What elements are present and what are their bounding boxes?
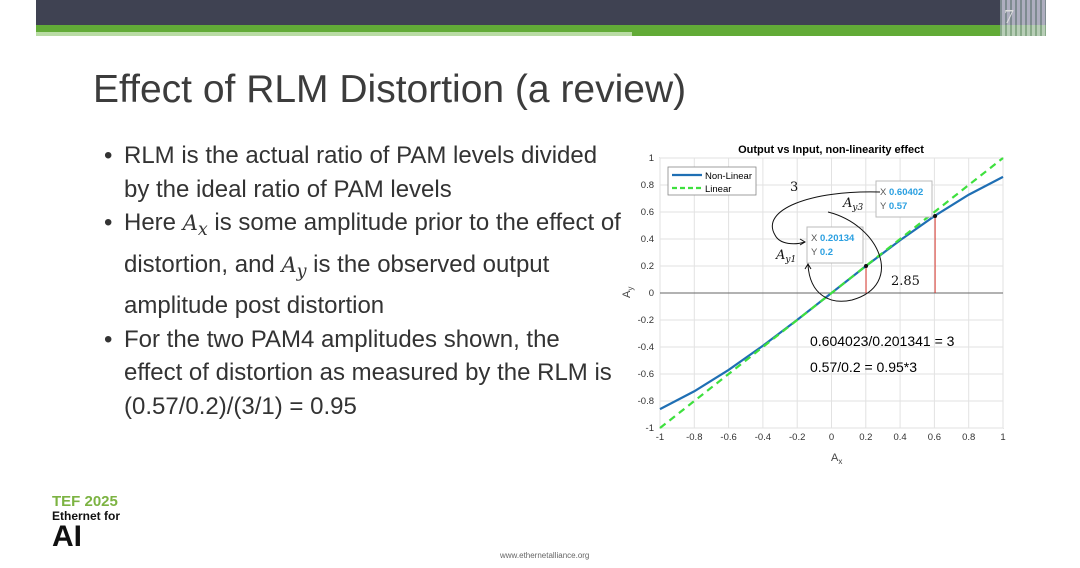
math-symbol: Ax <box>182 211 208 241</box>
bullet-text: is the observed output amplitude post di… <box>124 250 550 320</box>
header-accent-highlight <box>36 32 632 36</box>
datatip-marker <box>864 264 869 268</box>
x-tick-label: -0.8 <box>686 432 702 443</box>
legend-linear: Linear <box>705 184 731 195</box>
datatip-marker <box>933 214 938 219</box>
x-tick-label: 0.4 <box>893 432 906 443</box>
x-tick-label: 0 <box>829 432 834 443</box>
arrow-ratio-3 <box>772 191 881 245</box>
output-vs-input-chart: Output vs Input, non-linearity effect -1… <box>621 144 1006 466</box>
series-line-linear <box>659 157 1004 429</box>
bullet-text: Here <box>124 209 183 236</box>
datatip-y-value: 0.57 <box>889 201 908 212</box>
bullet-item: For the two PAM4 amplitudes shown, the e… <box>104 323 624 424</box>
x-tick-label: 0.8 <box>962 432 975 443</box>
y-tick-label: 0.8 <box>641 180 654 191</box>
x-tick-label: 1 <box>1000 432 1005 443</box>
x-tick-label: -0.6 <box>720 432 736 443</box>
y-tick-label: -1 <box>646 423 654 434</box>
datatip-x-value: 0.20134 <box>820 233 855 244</box>
x-tick-label: 0.6 <box>928 432 941 443</box>
x-axis-label: Ax <box>831 452 842 466</box>
bullet-text: For the two PAM4 amplitudes shown, the e… <box>124 325 612 420</box>
y-tick-label: 1 <box>649 153 654 164</box>
bullet-item: RLM is the actual ratio of PAM levels di… <box>104 139 624 206</box>
x-tick-label: 0.2 <box>859 432 872 443</box>
header-stripes <box>1000 0 1046 36</box>
y-tick-label: 0.4 <box>641 234 654 245</box>
datatip-x: X 0.20134 <box>811 233 855 244</box>
bullet-text: RLM is the actual ratio of PAM levels di… <box>124 142 598 203</box>
tef-logo: TEF 2025 Ethernet for AI <box>52 493 121 553</box>
datatip-box <box>875 180 933 218</box>
x-tick-label: -0.2 <box>789 432 805 443</box>
bullet-list: RLM is the actual ratio of PAM levels di… <box>104 139 624 423</box>
datatip-x: X 0.60402 <box>880 187 923 198</box>
datatip-y-value: 0.2 <box>820 247 833 258</box>
arrow-ratio-2.85 <box>807 211 882 302</box>
y-tick-label: -0.8 <box>638 396 654 407</box>
datatip-y: Y 0.2 <box>811 247 833 258</box>
equation-1: 0.604023/0.201341 = 3 <box>810 333 955 349</box>
legend: Non-Linear Linear <box>667 166 757 196</box>
y-tick-label: -0.6 <box>638 369 654 380</box>
annotation-ratio-2.85: 2.85 <box>891 274 920 289</box>
header-accent-bar <box>36 25 1046 36</box>
page-number: 7 <box>1004 6 1014 28</box>
x-tick-label: -1 <box>656 432 664 443</box>
equation-2: 0.57/0.2 = 0.95*3 <box>810 359 917 375</box>
annotation-ay1: Ay1 <box>775 248 796 265</box>
y-tick-label: 0.6 <box>641 207 654 218</box>
annotation-ay3: Ay3 <box>842 196 863 213</box>
handwritten-annotations <box>772 191 882 302</box>
datatip-box <box>806 226 864 264</box>
y-axis-label: Ay <box>621 287 635 298</box>
math-symbol: Ay <box>281 252 307 282</box>
header-bar <box>36 0 1046 25</box>
y-tick-label: 0 <box>649 288 654 299</box>
annotation-ratio-3: 3 <box>790 180 798 195</box>
y-tick-label: -0.2 <box>638 315 654 326</box>
legend-nonlinear: Non-Linear <box>705 171 752 182</box>
footer-url: www.ethernetalliance.org <box>500 551 590 560</box>
chart-title: Output vs Input, non-linearity effect <box>738 144 924 156</box>
bullet-text: is some amplitude prior to the effect of… <box>124 209 621 278</box>
slide-title: Effect of RLM Distortion (a review) <box>93 68 687 111</box>
y-tick-label: -0.4 <box>638 342 654 353</box>
bullet-item: Here Ax is some amplitude prior to the e… <box>104 206 624 323</box>
y-tick-label: 0.2 <box>641 261 654 272</box>
datatip-y: Y 0.57 <box>880 201 907 212</box>
datatip-x-value: 0.60402 <box>889 187 923 198</box>
x-tick-label: -0.4 <box>755 432 771 443</box>
